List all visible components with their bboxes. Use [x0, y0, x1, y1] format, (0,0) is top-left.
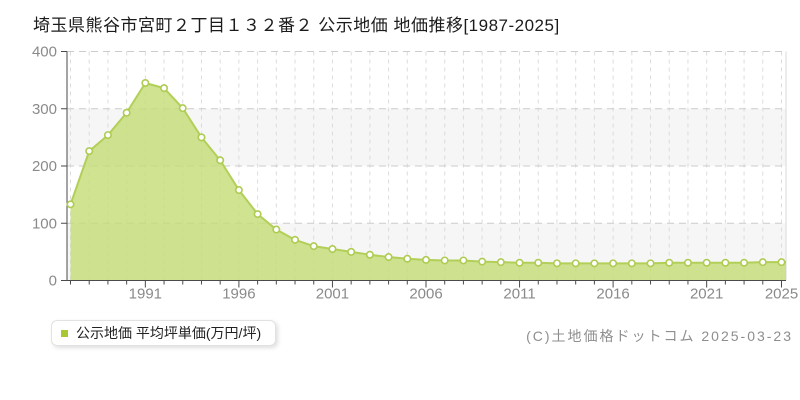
data-point [646, 259, 655, 268]
chart-title: 埼玉県熊谷市宮町２丁目１３２番２ 公示地価 地価推移[1987-2025] [33, 16, 560, 35]
legend-label: 公示地価 平均坪単価(万円/坪) [76, 325, 262, 341]
data-point [459, 256, 468, 265]
y-tick-label: 100 [32, 215, 57, 232]
copyright-text: (C)土地価格ドットコム 2025-03-23 [526, 328, 793, 344]
y-tick-label: 0 [49, 273, 57, 290]
data-point [665, 258, 674, 267]
data-point [216, 156, 225, 165]
legend-marker [61, 329, 68, 337]
price-trend-chart: 0 100 200 300 400 1991 1996 2001 2006 2011 2016 202… [32, 44, 798, 303]
data-point [590, 259, 599, 268]
x-tick-label: 2006 [409, 286, 442, 303]
data-point [740, 258, 749, 267]
data-point [440, 256, 449, 265]
data-point [309, 242, 318, 251]
x-tick-label: 2025 [765, 286, 798, 303]
data-point [721, 258, 730, 267]
x-tick-label: 2016 [596, 286, 629, 303]
area-fill [70, 82, 786, 281]
data-point [777, 258, 786, 267]
data-point [291, 235, 300, 244]
data-point [421, 255, 430, 264]
data-point [272, 225, 281, 234]
data-point [365, 250, 374, 259]
data-point [571, 259, 580, 268]
data-point [160, 84, 169, 93]
data-point [253, 210, 262, 219]
data-point [328, 245, 337, 254]
x-tick-label: 2021 [690, 286, 723, 303]
y-tick-label: 400 [32, 44, 57, 61]
data-point [103, 131, 112, 140]
legend-box: 公示地価 平均坪単価(万円/坪) [51, 320, 277, 346]
y-tick-label: 300 [32, 101, 57, 118]
data-point [122, 108, 131, 117]
data-point [178, 104, 187, 113]
y-tick-label: 200 [32, 158, 57, 175]
data-point [534, 258, 543, 267]
data-point [347, 247, 356, 256]
x-tick-label: 1991 [129, 286, 162, 303]
data-point [403, 254, 412, 263]
data-point [384, 253, 393, 262]
x-tick-label: 1996 [222, 286, 255, 303]
data-point [758, 258, 767, 267]
x-tick-label: 2001 [316, 286, 349, 303]
data-point [141, 78, 150, 87]
data-point [609, 259, 618, 268]
data-point [683, 258, 692, 267]
data-point [552, 259, 561, 268]
data-point [702, 258, 711, 267]
data-point [85, 147, 94, 156]
series-line [69, 81, 786, 265]
data-point [234, 186, 243, 195]
data-point [197, 133, 206, 142]
x-tick-label: 2011 [503, 286, 535, 303]
data-point [515, 258, 524, 267]
data-point [627, 259, 636, 268]
data-point [66, 200, 75, 209]
data-point [496, 258, 505, 267]
data-point [478, 257, 487, 266]
